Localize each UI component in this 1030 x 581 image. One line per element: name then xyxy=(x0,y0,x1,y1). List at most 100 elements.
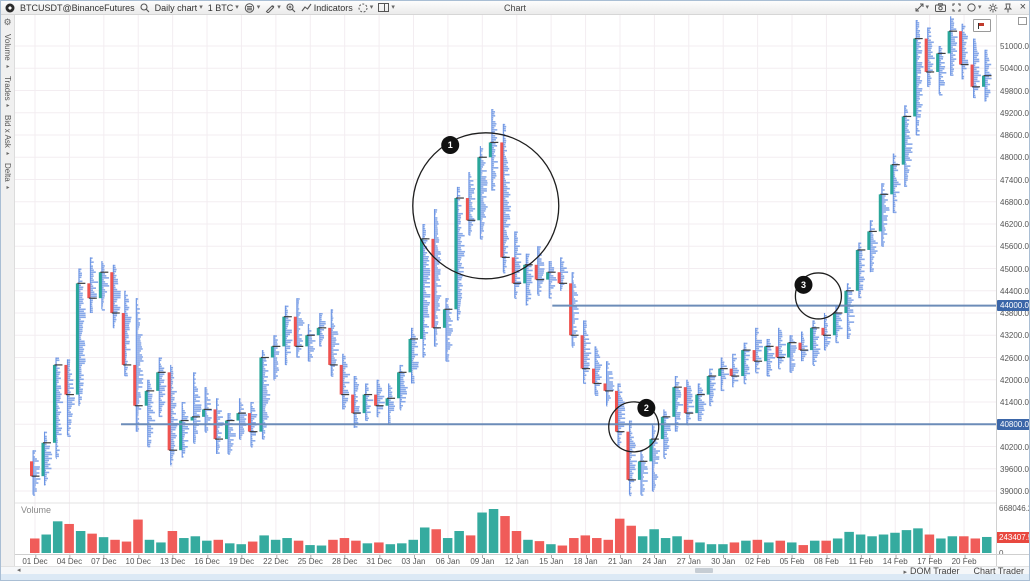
price-tick-label: 50400.0 xyxy=(1000,64,1029,74)
annotation-badge-3[interactable] xyxy=(794,275,813,294)
annotation-badge-1[interactable] xyxy=(441,136,460,155)
sidebar-item-delta[interactable]: Delta ▸ xyxy=(3,163,12,191)
zoom-in-tool[interactable] xyxy=(286,2,296,13)
panels-icon xyxy=(378,3,390,12)
annotation-circle-1[interactable] xyxy=(412,132,560,280)
price-tick-label: 46800.0 xyxy=(1000,197,1029,207)
drawing-tools-dropdown[interactable]: ▾ xyxy=(265,3,281,13)
unit-dropdown[interactable]: 1 BTC ▾ xyxy=(207,2,239,13)
time-tick-label: 19 Dec xyxy=(228,555,255,566)
price-tick-label: 47400.0 xyxy=(1000,175,1029,185)
dom-trader-tab[interactable]: ▸ DOM Trader xyxy=(903,566,960,576)
volume-pane-label: Volume xyxy=(21,505,52,515)
chevron-down-icon: ▾ xyxy=(978,4,982,11)
price-axis[interactable]: 51000.0 50400.0 49800.0 49200.0 48600.0 48000… xyxy=(996,15,1029,558)
time-tick-label: 16 Dec xyxy=(194,555,220,566)
volume-zero-label: 0 xyxy=(999,549,1003,558)
expand-icon xyxy=(952,3,961,12)
price-chart[interactable]: 1 2 3 xyxy=(15,15,996,554)
time-tick-label: 05 Feb xyxy=(779,555,805,566)
price-tick-label: 49800.0 xyxy=(1000,86,1029,96)
price-tick-label: 48600.0 xyxy=(1000,131,1029,140)
annotations-layer[interactable]: 1 2 3 xyxy=(412,132,843,453)
price-tick-label: 45600.0 xyxy=(1000,242,1029,252)
scrollbar-thumb[interactable] xyxy=(695,568,713,573)
go-to-latest-button[interactable] xyxy=(973,19,991,32)
chevron-down-icon: ▾ xyxy=(369,4,374,11)
chevron-down-icon: ▾ xyxy=(199,4,203,11)
chevron-down-icon: ▾ xyxy=(235,4,239,11)
timeframe-dropdown[interactable]: Daily chart ▾ xyxy=(154,2,203,13)
chevron-right-icon: ▸ xyxy=(903,569,907,576)
toolbar-left: BTCUSDT@BinanceFutures Daily chart ▾ 1 BT… xyxy=(1,3,395,13)
fullscreen-button[interactable] xyxy=(952,3,961,12)
time-tick-label: 01 Dec xyxy=(22,555,48,566)
chart-type-dropdown[interactable]: ▾ xyxy=(244,2,260,13)
horizontal-scrollbar[interactable]: ◂ xyxy=(1,566,1029,574)
search-icon[interactable] xyxy=(140,2,150,13)
diagonal-arrows-icon xyxy=(915,3,924,12)
axis-corner xyxy=(996,554,1029,566)
chart-trader-tab[interactable]: Chart Trader xyxy=(973,566,1024,576)
cluster-chart-icon xyxy=(244,2,254,13)
price-level-label: 44000.0 xyxy=(997,300,1029,312)
resize-dropdown[interactable]: ▾ xyxy=(915,3,930,12)
candles-layer xyxy=(30,16,992,497)
time-tick-label: 15 Jan xyxy=(539,555,564,566)
circle-icon xyxy=(967,3,976,12)
window-controls: ▾ ▾ × xyxy=(915,1,1026,14)
price-tick-label: 39600.0 xyxy=(1000,464,1029,474)
time-tick-label: 20 Feb xyxy=(951,555,977,566)
time-tick-label: 18 Jan xyxy=(573,555,598,566)
pin-button[interactable] xyxy=(1003,3,1012,13)
chevron-down-icon: ▾ xyxy=(277,4,281,11)
sidebar-item-volume[interactable]: Volume ▸ xyxy=(3,34,12,70)
gear-icon xyxy=(988,3,998,12)
svg-text:3: 3 xyxy=(801,280,806,290)
price-tick-label: 48000.0 xyxy=(1000,153,1029,163)
close-button[interactable]: × xyxy=(1019,1,1026,13)
indicators-button[interactable]: Indicators xyxy=(301,3,353,13)
chevron-icon: ▸ xyxy=(4,183,11,191)
time-tick-label: 11 Feb xyxy=(848,555,873,566)
price-tick-label: 40200.0 xyxy=(1000,442,1029,452)
time-axis[interactable]: 01 Dec 04 Dec 07 Dec 10 Dec 13 Dec 16 Dec 19 D… xyxy=(15,554,996,566)
chevron-icon: ▸ xyxy=(4,102,11,110)
sidebar-item-trades[interactable]: Trades ▸ xyxy=(3,75,12,110)
price-tick-label: 43800.0 xyxy=(1000,309,1029,318)
symbol-label[interactable]: BTCUSDT@BinanceFutures xyxy=(20,2,135,13)
sidebar-item-bid-x-ask[interactable]: Bid x Ask ▸ xyxy=(3,115,12,158)
chevron-down-icon: ▾ xyxy=(925,4,930,11)
layout-panels-dropdown[interactable]: ▾ xyxy=(378,3,395,12)
templates-dropdown[interactable]: ▾ xyxy=(358,3,374,13)
time-tick-label: 04 Dec xyxy=(56,555,83,566)
svg-text:2: 2 xyxy=(644,403,649,413)
scroll-left-arrow-icon[interactable]: ◂ xyxy=(17,567,21,574)
volume-layer xyxy=(30,509,992,553)
indicators-icon xyxy=(301,3,312,12)
annotation-circle-2[interactable] xyxy=(608,401,660,453)
sidebar-gear-icon[interactable]: ⚙ xyxy=(3,17,12,27)
price-tick-label: 39000.0 xyxy=(1000,487,1029,496)
screenshot-button[interactable] xyxy=(935,3,947,12)
price-tick-label: 46200.0 xyxy=(1000,220,1029,229)
price-tick-label: 42600.0 xyxy=(1000,353,1029,363)
dock-tabs: ▸ DOM Trader Chart Trader xyxy=(903,565,1024,577)
flag-icon xyxy=(978,22,986,29)
time-tick-label: 14 Feb xyxy=(882,555,908,566)
axis-settings-icon[interactable] xyxy=(1018,17,1027,25)
annotation-circle-3[interactable] xyxy=(794,272,843,320)
settings-button[interactable] xyxy=(988,3,998,13)
time-tick-label: 02 Feb xyxy=(745,555,771,566)
time-tick-label: 06 Jan xyxy=(435,555,460,566)
window-title: Chart xyxy=(503,2,526,13)
time-tick-label: 03 Jan xyxy=(401,555,426,566)
time-tick-label: 08 Feb xyxy=(813,555,839,566)
time-tick-label: 17 Feb xyxy=(917,555,943,566)
time-tick-label: 10 Dec xyxy=(125,555,151,566)
theme-dropdown[interactable]: ▾ xyxy=(967,3,982,12)
binance-logo-icon xyxy=(5,3,15,13)
price-level-label: 40800.0 xyxy=(997,418,1029,430)
annotation-badge-2[interactable] xyxy=(637,398,656,417)
svg-text:1: 1 xyxy=(448,140,453,150)
